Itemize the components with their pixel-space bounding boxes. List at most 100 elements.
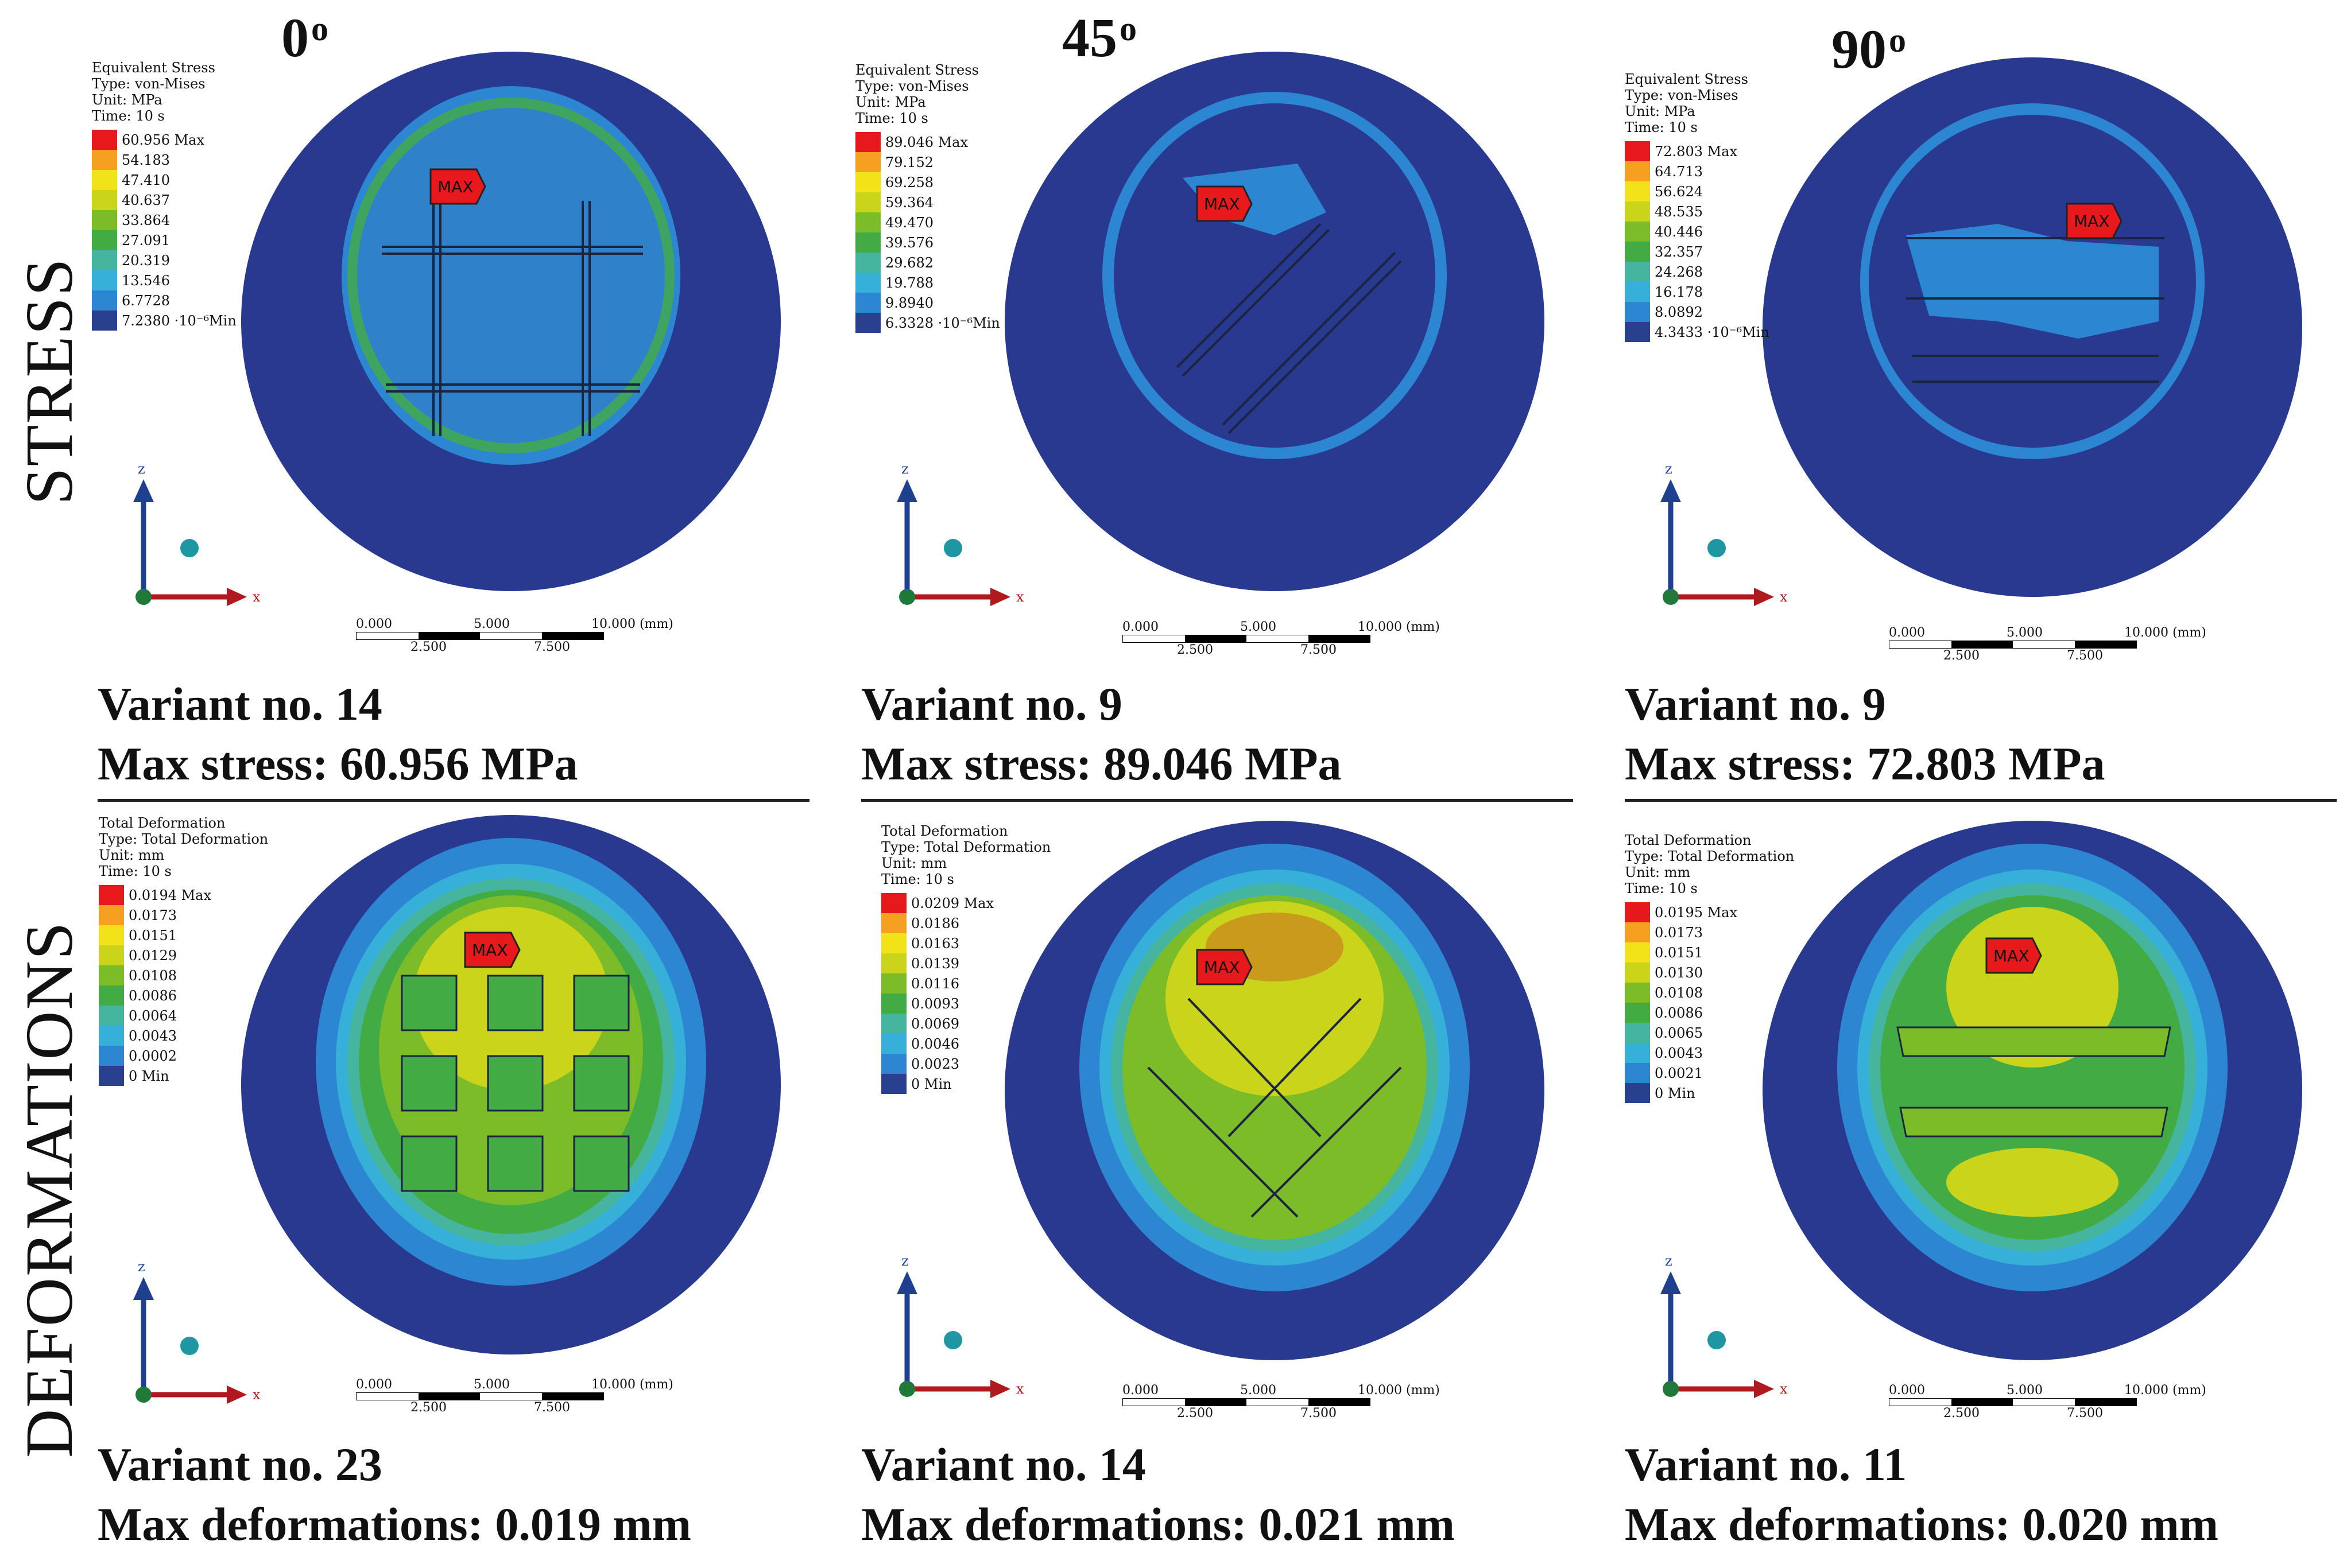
legend-swatch <box>881 1034 907 1054</box>
scale-bot-0: 2.500 <box>1177 1406 1213 1420</box>
legend-row: 24.268 <box>1625 262 1769 282</box>
legend-row: 0.0065 <box>1625 1023 1794 1043</box>
legend-value: 0.0163 <box>911 935 959 952</box>
scale-top-2: 10.000 (mm) <box>591 617 673 631</box>
legend-swatch <box>881 1014 907 1034</box>
deform-legend-0: Total Deformation Type: Total Deformatio… <box>99 815 268 1086</box>
legend-swatch <box>99 925 124 945</box>
scale-bot-1: 7.500 <box>2067 649 2103 663</box>
deform-plot-0: MAX <box>241 815 781 1354</box>
horizontal-lines <box>1906 237 2164 383</box>
caption-value: Max deformations: 0.020 mm <box>1625 1498 2218 1550</box>
legend-swatch <box>881 973 907 993</box>
legend-row: 79.152 <box>855 152 1000 172</box>
legend-row: 0.0151 <box>99 925 268 945</box>
legend-value: 0.0209 Max <box>911 895 994 911</box>
legend-type: Type: von-Mises <box>855 78 969 94</box>
legend-swatch <box>1625 161 1650 181</box>
legend-row: 32.357 <box>1625 242 1769 262</box>
axis-x-label: x <box>1780 1381 1788 1397</box>
legend-value: 0.0086 <box>1655 1004 1703 1021</box>
axis-z-label: z <box>901 461 909 477</box>
degree-mark: o <box>1120 10 1137 48</box>
legend-row: 69.258 <box>855 172 1000 192</box>
legend-value: 0.0093 <box>911 995 959 1012</box>
legend-type: Type: von-Mises <box>1625 87 1738 103</box>
legend-swatch <box>1625 1083 1650 1103</box>
scale-top-2: 10.000 (mm) <box>591 1377 673 1392</box>
diagonal-lines <box>1147 998 1402 1218</box>
max-marker: MAX <box>2066 203 2123 239</box>
legend-time: Time: 10 s <box>92 108 165 124</box>
scale-top-0: 0.000 <box>356 1377 392 1392</box>
legend-row: 0.0002 <box>99 1046 268 1066</box>
legend-swatch <box>99 945 124 965</box>
legend-row: 19.788 <box>855 273 1000 293</box>
max-tag: MAX <box>1993 946 2030 965</box>
axis-x-label: x <box>253 1387 261 1403</box>
legend-swatch <box>92 210 117 230</box>
stress-plot-90: MAX <box>1763 57 2302 597</box>
axis-z-label: z <box>138 461 145 477</box>
angle-header-0: 0o <box>281 6 328 69</box>
scale-bot-1: 7.500 <box>1300 643 1337 657</box>
legend-value: 0.0108 <box>1655 984 1703 1001</box>
scale-bar-s1: 0.000 5.000 10.000 (mm) 2.500 7.500 <box>1122 620 1440 658</box>
legend-row: 20.319 <box>92 250 237 270</box>
legend-value: 9.8940 <box>885 294 934 311</box>
axis-x-label: x <box>1780 589 1788 605</box>
axis-x-label: x <box>1016 1381 1024 1397</box>
legend-row: 0.0209 Max <box>881 893 1051 913</box>
legend-value: 20.319 <box>122 252 170 269</box>
legend-value: 40.446 <box>1655 223 1703 240</box>
legend-row: 7.2380 ·10⁻⁶Min <box>92 311 237 331</box>
legend-swatch <box>855 152 881 172</box>
axis-z-label: z <box>138 1259 145 1275</box>
legend-row: 0.0173 <box>99 905 268 925</box>
scale-top-1: 5.000 <box>1240 1383 1276 1398</box>
axis-triad-s2: z x <box>1660 461 1788 606</box>
caption-value: Max stress: 60.956 MPa <box>98 738 578 790</box>
legend-row: 0.0195 Max <box>1625 902 1794 922</box>
legend-swatch <box>855 293 881 313</box>
legend-swatch <box>855 253 881 273</box>
max-tag: MAX <box>2074 212 2110 231</box>
legend-row: 49.470 <box>855 212 1000 232</box>
max-tag: MAX <box>437 177 474 196</box>
legend-value: 0.0069 <box>911 1015 959 1032</box>
legend-swatch <box>855 172 881 192</box>
legend-value: 0.0173 <box>129 907 177 923</box>
legend-row: 0.0086 <box>99 985 268 1006</box>
legend-swatch <box>855 232 881 253</box>
legend-swatch <box>92 250 117 270</box>
legend-swatch <box>1625 902 1650 922</box>
legend-value: 0.0043 <box>129 1027 177 1044</box>
legend-row: 40.637 <box>92 190 237 210</box>
legend-value: 0.0046 <box>911 1035 959 1052</box>
legend-value: 72.803 Max <box>1655 143 1738 160</box>
legend-row: 0 Min <box>1625 1083 1794 1103</box>
stress-legend-0: Equivalent Stress Type: von-Mises Unit: … <box>92 60 237 331</box>
legend-value: 47.410 <box>122 172 170 188</box>
legend-value: 24.268 <box>1655 263 1703 280</box>
legend-value: 0.0116 <box>911 975 959 992</box>
legend-swatch <box>92 130 117 150</box>
row-label-deformations: DEFORMATIONS <box>11 921 87 1458</box>
legend-value: 0.0139 <box>911 955 959 972</box>
legend-row: 56.624 <box>1625 181 1769 201</box>
legend-swatch <box>99 1006 124 1026</box>
legend-swatch <box>1625 1003 1650 1023</box>
legend-value: 0.0021 <box>1655 1065 1703 1081</box>
caption-value: Max stress: 89.046 MPa <box>861 738 1342 790</box>
legend-value: 69.258 <box>885 174 934 191</box>
legend-value: 27.091 <box>122 232 170 249</box>
legend-swatch <box>1625 1023 1650 1043</box>
horizontal-bands <box>1896 1026 2171 1138</box>
scale-bot-1: 7.500 <box>2067 1406 2103 1420</box>
legend-row: 0.0021 <box>1625 1063 1794 1083</box>
legend-row: 0.0116 <box>881 973 1051 993</box>
deform-legend-45: Total Deformation Type: Total Deformatio… <box>881 823 1051 1094</box>
legend-value: 0.0023 <box>911 1055 959 1072</box>
axis-z-label: z <box>1665 461 1672 477</box>
legend-unit: Unit: MPa <box>855 94 926 110</box>
